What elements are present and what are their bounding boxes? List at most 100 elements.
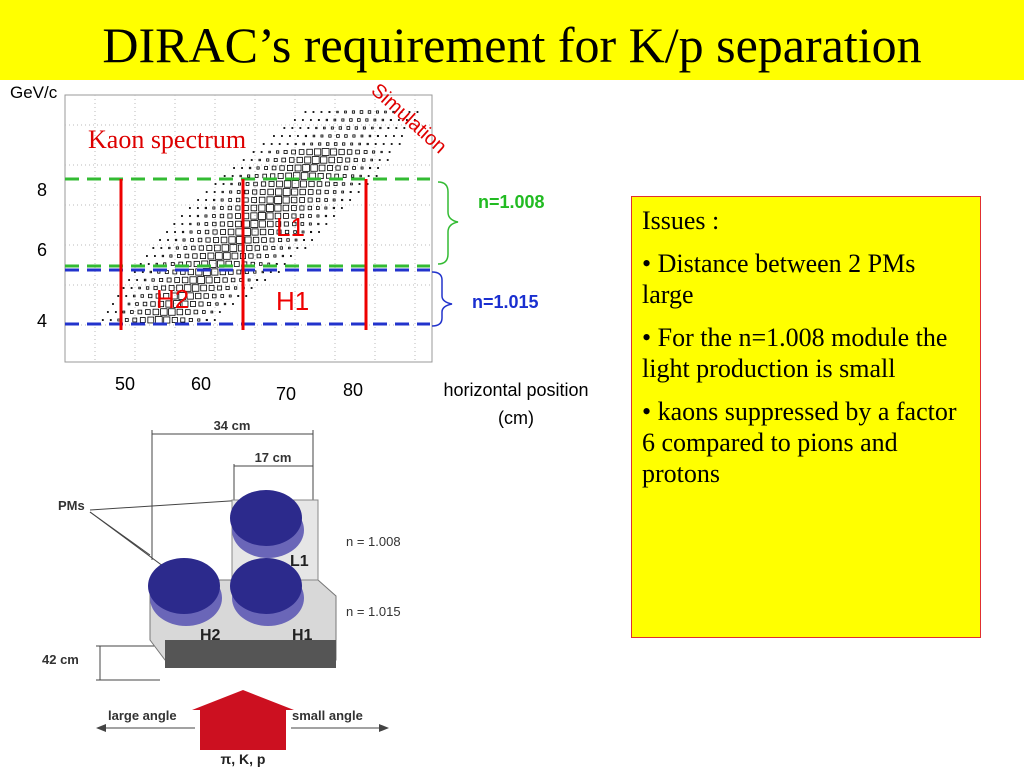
histogram-box <box>264 166 268 170</box>
histogram-box <box>213 319 216 321</box>
histogram-box <box>195 292 202 300</box>
histogram-box <box>163 293 170 299</box>
histogram-box <box>235 197 241 203</box>
histogram-box <box>212 206 216 210</box>
histogram-box <box>330 148 338 156</box>
histogram-box <box>375 175 378 177</box>
histogram-box <box>197 276 205 284</box>
histogram-box <box>262 143 265 145</box>
histogram-box <box>153 285 158 291</box>
histogram-box <box>357 191 360 193</box>
histogram-box <box>184 253 190 259</box>
histogram-box <box>261 237 267 243</box>
histogram-box <box>283 213 289 219</box>
histogram-box <box>269 237 275 243</box>
histogram-box <box>369 166 372 170</box>
histogram-box <box>254 245 261 251</box>
histogram-box <box>286 238 290 242</box>
histogram-box <box>264 279 267 281</box>
histogram-box <box>231 175 234 177</box>
histogram-box <box>390 143 393 145</box>
index-label: n = 1.015 <box>346 604 401 619</box>
histogram-box <box>307 197 313 203</box>
histogram-box <box>145 309 151 315</box>
histogram-box <box>173 223 176 225</box>
histogram-box <box>265 254 269 258</box>
histogram-box <box>199 253 206 259</box>
histogram-box <box>212 221 217 227</box>
histogram-box <box>130 310 134 314</box>
histogram-box <box>320 111 323 113</box>
histogram-box <box>155 293 161 299</box>
histogram-box <box>212 229 218 235</box>
histogram-box <box>368 134 372 138</box>
x-label: 50 <box>115 374 135 394</box>
dimension-label: 42 cm <box>42 652 79 667</box>
histogram-box <box>345 157 351 163</box>
histogram-box <box>239 174 242 178</box>
histogram-box <box>273 254 277 258</box>
histogram-box <box>227 221 234 227</box>
histogram-box <box>351 110 356 114</box>
histogram-box <box>328 134 332 138</box>
histogram-box <box>333 215 335 217</box>
histogram-box <box>220 236 228 244</box>
histogram-box <box>373 118 377 122</box>
histogram-box <box>299 205 305 211</box>
histogram-box <box>180 317 186 323</box>
histogram-box <box>233 286 238 290</box>
histogram-box <box>273 158 278 162</box>
histogram-box <box>395 127 398 129</box>
histogram-box <box>401 135 403 137</box>
histogram-box <box>204 214 208 218</box>
issues-box: Issues : • Distance between 2 PMs large … <box>631 196 981 638</box>
histogram-box <box>310 164 318 172</box>
histogram-box <box>256 253 262 259</box>
histogram-box <box>167 239 169 241</box>
histogram-box <box>338 126 342 130</box>
histogram-box <box>251 197 257 203</box>
histogram-box <box>281 157 287 163</box>
histogram-box <box>266 158 270 162</box>
dimension-label: 34 cm <box>214 418 251 433</box>
histogram-box <box>168 246 171 250</box>
histogram-box <box>294 142 297 146</box>
histogram-box <box>408 111 411 113</box>
histogram-box <box>320 156 328 164</box>
histogram-box <box>343 165 349 171</box>
histogram-box <box>316 189 322 195</box>
histogram-box <box>205 276 213 284</box>
issue-bullet: • kaons suppressed by a factor 6 compare… <box>642 397 957 488</box>
histogram-box <box>185 309 191 315</box>
histogram-box <box>259 189 266 195</box>
histogram-box <box>304 134 308 138</box>
issues-heading: Issues : <box>642 206 720 235</box>
histogram-box <box>324 198 328 202</box>
y-label: 4 <box>37 311 47 331</box>
x-axis-label: horizontal position <box>443 380 588 400</box>
histogram-box <box>291 205 297 211</box>
histogram-box <box>400 111 403 113</box>
histogram-box <box>204 222 209 226</box>
angle-label: large angle <box>108 708 177 723</box>
histogram-box <box>191 245 196 251</box>
histogram-box <box>174 277 180 283</box>
histogram-box <box>136 279 139 281</box>
histogram-box <box>218 311 221 313</box>
histogram-box <box>229 190 233 194</box>
region-label: H1 <box>276 286 309 316</box>
histogram-box <box>188 317 193 323</box>
histogram-box <box>360 134 364 138</box>
histogram-box <box>165 300 173 308</box>
histogram-box <box>302 142 305 146</box>
histogram-box <box>382 143 385 145</box>
histogram-box <box>299 127 302 129</box>
histogram-box <box>393 135 395 137</box>
histogram-box <box>258 204 266 212</box>
angle-label: small angle <box>292 708 363 723</box>
histogram-box <box>328 156 335 164</box>
histogram-box <box>359 174 362 178</box>
histogram-box <box>291 127 294 129</box>
histogram-box <box>223 302 227 306</box>
